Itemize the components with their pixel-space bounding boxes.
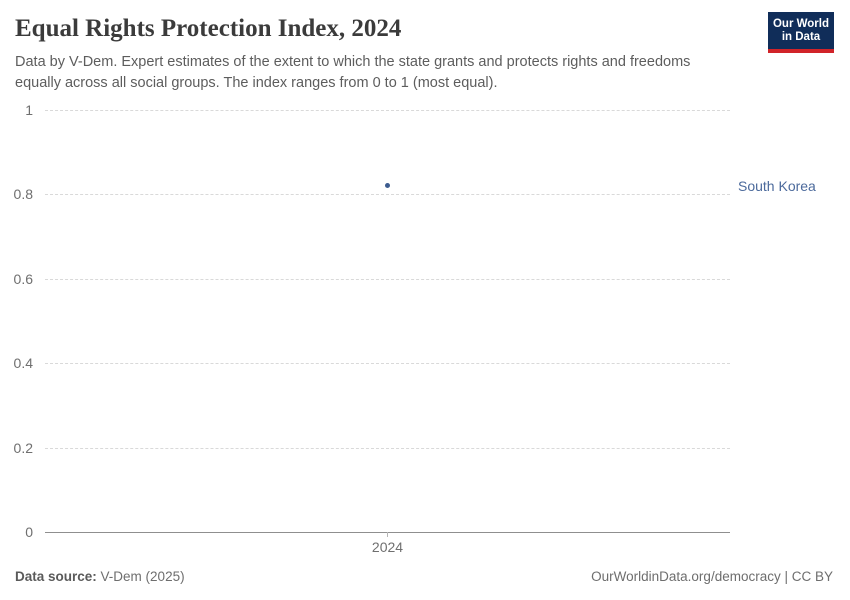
x-tick-mark — [387, 532, 388, 537]
gridline — [45, 278, 730, 280]
attribution-separator: | — [780, 569, 792, 584]
data-point-south-korea[interactable] — [385, 183, 390, 189]
owid-logo: Our World in Data — [768, 12, 834, 53]
plot-area: 0 0.2 0.4 0.6 0.8 1 2024 South Korea — [14, 102, 816, 555]
gridline — [45, 363, 730, 365]
chart-subtitle: Data by V-Dem. Expert estimates of the e… — [15, 54, 691, 91]
gridline — [45, 194, 730, 196]
attribution-link[interactable]: OurWorldinData.org/democracy — [591, 569, 781, 584]
data-source-value: V-Dem (2025) — [100, 569, 185, 584]
y-tick-label: 0.6 — [13, 270, 33, 287]
owid-logo-line1: Our World — [772, 17, 829, 30]
data-source-label: Data source: — [15, 569, 97, 584]
gridline — [45, 447, 730, 449]
y-tick-label: 0.4 — [13, 355, 33, 372]
data-source: Data source: V-Dem (2025) — [15, 569, 185, 584]
gridline — [45, 110, 730, 111]
y-tick-label: 0.8 — [13, 186, 33, 203]
chart-footer: Data source: V-Dem (2025) OurWorldinData… — [15, 569, 833, 584]
attribution-license: CC BY — [791, 569, 833, 584]
chart-title: Equal Rights Protection Index, 2024 — [15, 15, 402, 42]
y-tick-label: 0.2 — [13, 439, 33, 456]
attribution: OurWorldinData.org/democracy | CC BY — [591, 569, 833, 584]
y-tick-label: 1 — [25, 102, 33, 118]
entity-label[interactable]: South Korea — [738, 177, 816, 194]
x-tick-label: 2024 — [371, 539, 404, 555]
y-tick-label: 0 — [25, 524, 33, 540]
owid-logo-line2: in Data — [781, 30, 821, 43]
